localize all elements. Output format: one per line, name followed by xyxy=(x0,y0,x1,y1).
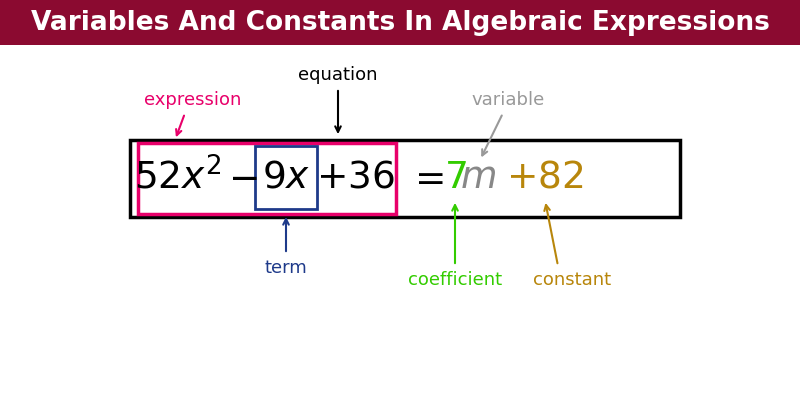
Text: $7$: $7$ xyxy=(444,160,466,196)
Text: constant: constant xyxy=(533,271,611,289)
Text: coefficient: coefficient xyxy=(408,271,502,289)
Text: expression: expression xyxy=(144,91,242,109)
Text: variable: variable xyxy=(471,91,545,109)
Text: $-$: $-$ xyxy=(228,160,258,196)
Text: $+ 82$: $+ 82$ xyxy=(506,160,584,196)
Bar xyxy=(130,140,680,217)
Text: equation: equation xyxy=(298,66,378,84)
Text: Variables And Constants In Algebraic Expressions: Variables And Constants In Algebraic Exp… xyxy=(30,10,770,36)
Text: $+ 36$: $+ 36$ xyxy=(316,160,394,196)
Text: $9x$: $9x$ xyxy=(262,160,310,196)
Text: term: term xyxy=(265,259,307,277)
Text: $=$: $=$ xyxy=(406,160,443,196)
Bar xyxy=(138,143,396,214)
Text: $52x^2$: $52x^2$ xyxy=(134,158,222,198)
Text: $m$: $m$ xyxy=(460,160,496,196)
Bar xyxy=(0,0,800,45)
Bar xyxy=(255,146,317,209)
